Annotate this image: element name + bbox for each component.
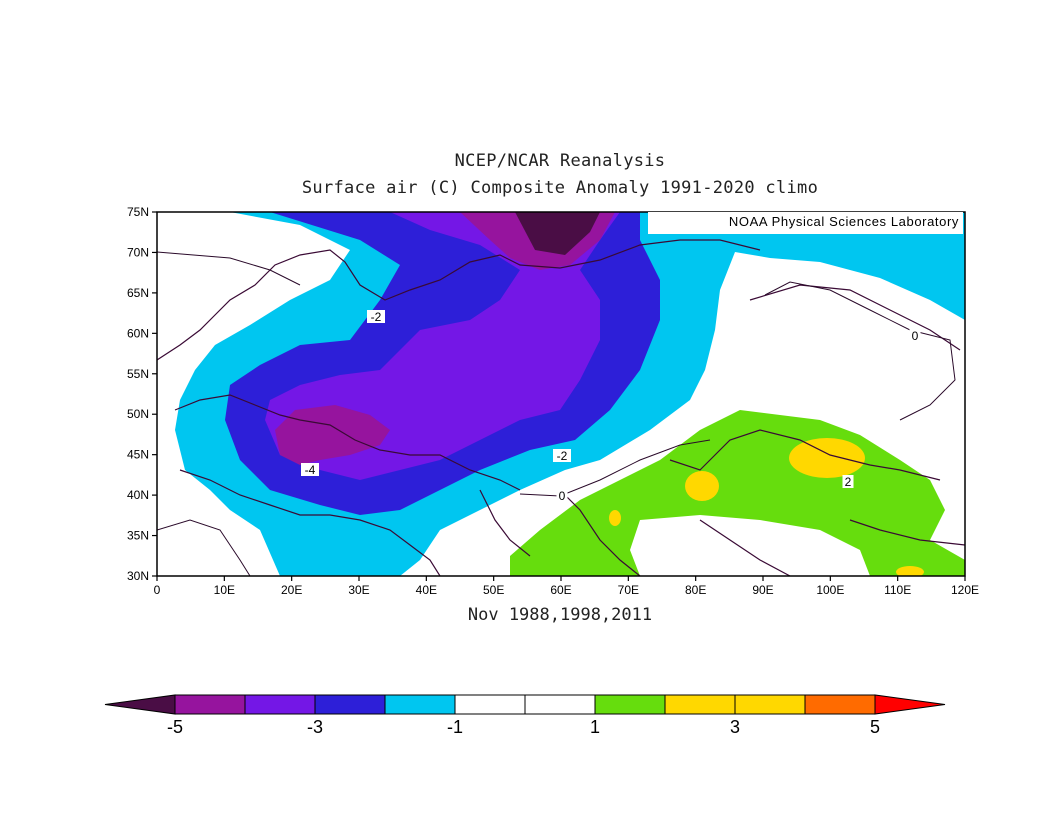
map-subtitle: Surface air (C) Composite Anomaly 1991-2… — [301, 178, 819, 198]
lon-tick-label: 60E — [550, 583, 571, 597]
svg-text:0: 0 — [559, 489, 566, 503]
colorbar-box — [734, 694, 806, 715]
colorbar-label: 5 — [870, 717, 880, 737]
credit-label: NOAA Physical Sciences Laboratory — [648, 212, 963, 234]
colorbar-boxes — [104, 694, 946, 715]
lon-tick-label: 40E — [416, 583, 437, 597]
colorbar-box — [314, 694, 386, 715]
lon-tick-label: 80E — [685, 583, 706, 597]
contour-label: -2 — [367, 310, 385, 324]
lat-tick-label: 45N — [127, 448, 149, 462]
colorbar-arrow-right — [874, 694, 946, 715]
contour-label: 2 — [842, 475, 854, 489]
svg-text:0: 0 — [912, 329, 919, 343]
colorbar-box — [454, 694, 526, 715]
lat-tick-label: 70N — [127, 245, 149, 259]
lat-tick-label: 75N — [127, 205, 149, 219]
lon-tick-label: 50E — [483, 583, 504, 597]
colorbar-label: -5 — [167, 717, 183, 737]
longitude-axis: 0 10E 20E 30E 40E 50E 60E 70E 80E 90E 100E 110E 120E — [154, 576, 979, 597]
contour-label: 0 — [556, 489, 568, 503]
colorbar-box — [244, 694, 316, 715]
date-label: Nov 1988,1998,2011 — [467, 605, 653, 625]
colorbar-box — [524, 694, 596, 715]
svg-text:-4: -4 — [305, 463, 316, 477]
contour-label: 0 — [909, 329, 921, 343]
colorbar-labels: -5 -3 -1 1 3 5 — [167, 717, 880, 737]
lon-tick-label: 90E — [752, 583, 773, 597]
contour-label: -2 — [553, 449, 571, 463]
svg-text:-2: -2 — [371, 310, 382, 324]
lon-tick-label: 110E — [884, 583, 911, 597]
colorbar-box — [384, 694, 456, 715]
lat-tick-label: 35N — [127, 529, 149, 543]
lat-tick-label: 60N — [127, 326, 149, 340]
colorbar-label: 3 — [730, 717, 740, 737]
contour-label: -4 — [301, 463, 319, 477]
lon-tick-label: 30E — [348, 583, 369, 597]
colorbar-label: 1 — [590, 717, 600, 737]
lat-tick-label: 30N — [127, 569, 149, 583]
lon-tick-label: 20E — [281, 583, 302, 597]
lon-tick-label: 10E — [214, 583, 235, 597]
svg-text:2: 2 — [845, 475, 852, 489]
lon-tick-label: 70E — [618, 583, 639, 597]
latitude-axis: 75N 70N 65N 60N 55N 50N 45N 40N 35N 30N — [127, 205, 157, 583]
lon-tick-label: 0 — [154, 583, 161, 597]
colorbar-box — [664, 694, 736, 715]
contour-labels: -2 -4 -2 0 0 2 — [301, 310, 921, 503]
lat-tick-label: 40N — [127, 488, 149, 502]
colorbar-box — [804, 694, 876, 715]
anomaly-hole-white — [630, 515, 870, 576]
anomaly-region-yellow-east — [789, 438, 865, 478]
colorbar-arrow-left — [104, 694, 176, 715]
colorbar-label: -1 — [447, 717, 463, 737]
lon-tick-label: 100E — [816, 583, 844, 597]
colorbar-box — [174, 694, 246, 715]
lat-tick-label: 50N — [127, 407, 149, 421]
anomaly-region-magenta-central — [275, 405, 390, 465]
svg-text:-2: -2 — [557, 449, 568, 463]
colorbar-label: -3 — [307, 717, 323, 737]
anomaly-region-darkcore — [515, 212, 600, 255]
map-fill-layer — [157, 212, 965, 576]
lat-tick-label: 65N — [127, 286, 149, 300]
anomaly-region-yellow-se — [896, 566, 924, 576]
coastlines — [157, 239, 965, 576]
lat-tick-label: 55N — [127, 367, 149, 381]
colorbar-box — [594, 694, 666, 715]
map-title: NCEP/NCAR Reanalysis — [454, 151, 666, 171]
anomaly-region-yellow-small — [609, 510, 621, 526]
lon-tick-label: 120E — [951, 583, 979, 597]
anomaly-region-yellow-central — [685, 471, 719, 501]
